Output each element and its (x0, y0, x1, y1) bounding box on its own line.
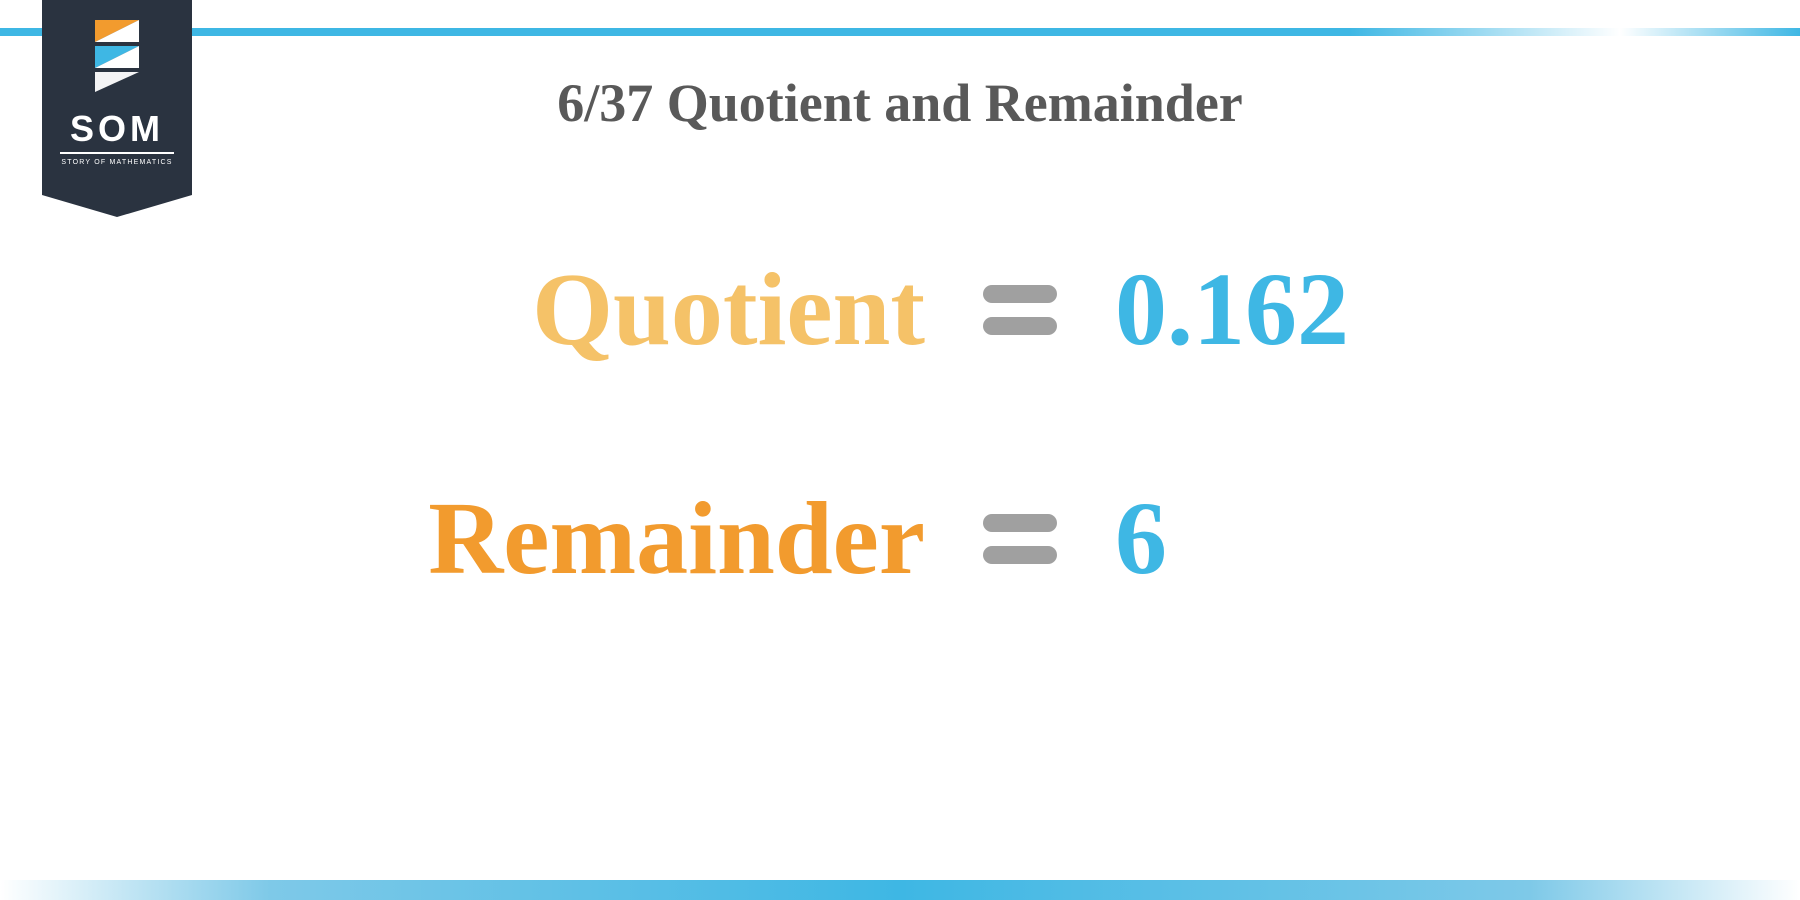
page-title: 6/37 Quotient and Remainder (0, 72, 1800, 134)
equals-icon (983, 514, 1057, 564)
quotient-row: Quotient 0.162 (300, 250, 1500, 369)
quotient-label: Quotient (365, 250, 925, 369)
logo-badge: SOM STORY OF MATHEMATICS (42, 0, 192, 195)
remainder-value: 6 (1115, 479, 1435, 598)
remainder-row: Remainder 6 (300, 479, 1500, 598)
equations-container: Quotient 0.162 Remainder 6 (300, 250, 1500, 708)
bottom-accent-bar (0, 880, 1800, 900)
remainder-label: Remainder (365, 479, 925, 598)
logo-brand-text: SOM (42, 108, 192, 150)
equals-icon (983, 285, 1057, 335)
logo-icon (87, 20, 147, 92)
logo-tagline: STORY OF MATHEMATICS (60, 152, 174, 166)
quotient-value: 0.162 (1115, 250, 1435, 369)
top-accent-bar (0, 28, 1800, 36)
